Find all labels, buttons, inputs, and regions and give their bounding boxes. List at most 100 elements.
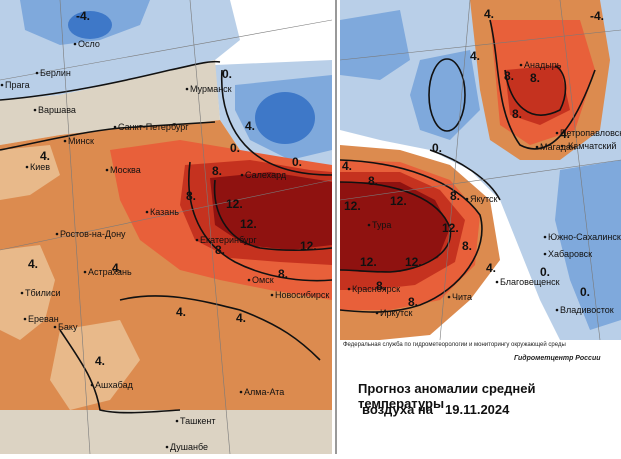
- isoline-label: 4.: [176, 305, 186, 319]
- city-label: Мурманск: [190, 84, 232, 94]
- isoline-label: 0.: [292, 155, 302, 169]
- right-map-panel: 4. -4. 8. 8. 8. 4. 4. 0. 4. 8. 12. 12. 1…: [340, 0, 621, 340]
- city-label: Москва: [110, 165, 141, 175]
- isoline-label: 4.: [245, 119, 255, 133]
- city-marker: [495, 280, 499, 284]
- city-label: Екатеринбург: [200, 235, 257, 245]
- contour-eight: [188, 161, 332, 282]
- contour-cold-loop: [428, 58, 466, 132]
- city-marker: [83, 270, 87, 274]
- contour-eight-chukotka: [504, 65, 567, 116]
- city-marker: [185, 87, 189, 91]
- isoline-label: -4.: [76, 9, 90, 23]
- city-label: Осло: [78, 39, 100, 49]
- isoline-label: 12.: [344, 199, 361, 213]
- city-marker: [543, 252, 547, 256]
- isoline-label: 4.: [342, 159, 352, 173]
- city-label: Санкт-Петербург: [118, 122, 189, 132]
- isoline-label: 8.: [368, 174, 378, 188]
- isoline-label: 8.: [504, 69, 514, 83]
- isoline-label: 4.: [484, 7, 494, 21]
- city-label: Киев: [30, 162, 50, 172]
- isoline-label: 4.: [95, 354, 105, 368]
- city-marker: [20, 291, 24, 295]
- isoline-label: -4.: [590, 9, 604, 23]
- city-label: Анадырь: [524, 60, 562, 70]
- isoline-label: 8.: [376, 279, 386, 293]
- contour-zero-barents: [220, 69, 332, 176]
- city-label: Алма-Ата: [244, 387, 284, 397]
- meridian-line: [559, 0, 601, 340]
- city-label: Казань: [150, 207, 179, 217]
- city-marker: [165, 445, 169, 449]
- city-marker: [23, 317, 27, 321]
- city-label: Варшава: [38, 105, 76, 115]
- city-marker: [35, 71, 39, 75]
- city-label: Салехард: [245, 170, 287, 180]
- city-marker: [270, 293, 274, 297]
- city-label: Минск: [68, 136, 94, 146]
- city-marker: [375, 311, 379, 315]
- isoline-label: 8.: [278, 267, 288, 281]
- isoline-label: 8.: [530, 71, 540, 85]
- city-label: Иркутск: [380, 308, 413, 318]
- isoline-label: 12.: [300, 239, 317, 253]
- city-marker: [145, 210, 149, 214]
- contour-twelve: [213, 179, 332, 252]
- city-label: Петропавловск: [560, 128, 621, 138]
- city-marker: [535, 145, 539, 149]
- isoline-label: 12.: [390, 194, 407, 208]
- city-label: Астрахань: [88, 267, 132, 277]
- city-marker: [543, 235, 547, 239]
- meridian-line: [0, 179, 332, 251]
- city-marker: [555, 308, 559, 312]
- isoline-label: 8.: [408, 295, 418, 309]
- city-marker: [447, 295, 451, 299]
- meridian-line: [340, 159, 621, 201]
- isoline-label: 0.: [432, 141, 442, 155]
- meridian-line: [340, 29, 621, 61]
- city-marker: [175, 419, 179, 423]
- very-cold-spot-barents: [255, 92, 315, 144]
- isoline-label: 0.: [540, 265, 550, 279]
- isoline-label: 4.: [28, 257, 38, 271]
- isoline-label: 0.: [580, 285, 590, 299]
- city-marker: [347, 287, 351, 291]
- city-marker: [105, 168, 109, 172]
- city-marker: [239, 390, 243, 394]
- isoline-label: 4.: [486, 261, 496, 275]
- isoline-label: 4.: [40, 149, 50, 163]
- very-hot-region-chukotka: [505, 65, 570, 125]
- city-label: Ростов-на-Дону: [60, 229, 126, 239]
- contour-zero-north: [0, 60, 221, 101]
- agency-name: Гидрометцентр России: [514, 355, 601, 362]
- very-cold-spot-oslo: [68, 11, 112, 39]
- city-label: Тура: [372, 220, 391, 230]
- cold-region-east: [555, 160, 621, 330]
- city-label: Хабаровск: [548, 249, 592, 259]
- isoline-label: 8.: [215, 243, 225, 257]
- map-title: Прогноз аномалии средней температуры: [358, 381, 536, 411]
- city-marker: [25, 165, 29, 169]
- city-label: -Камчатский: [565, 141, 616, 151]
- city-marker: [0, 83, 4, 87]
- isoline-label: 12.: [226, 197, 243, 211]
- extreme-region-siberia: [340, 182, 450, 272]
- meridian-line: [0, 19, 332, 81]
- isoline-label: 0.: [222, 67, 232, 81]
- left-map-panel: -4. 0. 0. 0. 4. 4. 8. 8. 12. 12. 12. 8. …: [0, 0, 332, 454]
- city-marker: [560, 144, 564, 148]
- warm-light-central-asia: [50, 320, 140, 410]
- city-label: Прага: [5, 80, 30, 90]
- city-label: Омск: [252, 275, 274, 285]
- warm-light-west: [0, 145, 60, 200]
- city-label: Тбилиси: [25, 288, 61, 298]
- city-label: Берлин: [40, 68, 71, 78]
- city-label: Ашхабад: [95, 380, 134, 390]
- isoline-label: 12.: [442, 221, 459, 235]
- city-label: Якутск: [470, 194, 498, 204]
- city-label: Южно-Сахалинск: [548, 232, 621, 242]
- cold-region-northwest: [340, 10, 410, 80]
- city-marker: [519, 63, 523, 67]
